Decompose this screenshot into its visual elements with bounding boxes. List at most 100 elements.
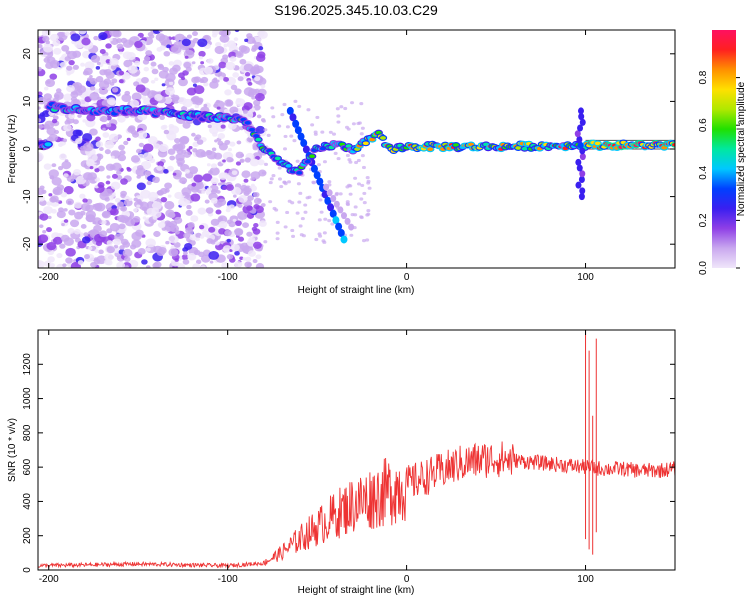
noise-blob (183, 251, 188, 256)
noise-blob (38, 260, 45, 268)
noise-blob (251, 95, 256, 100)
noise-blob (246, 262, 252, 267)
noise-blob (223, 43, 228, 48)
noise-blob (70, 33, 81, 42)
noise-blob (225, 184, 234, 191)
noise-blob (218, 217, 223, 221)
noise-blob (167, 148, 176, 155)
noise-blob (101, 210, 111, 219)
noise-blob (193, 174, 204, 183)
echo-blob (329, 209, 337, 218)
noise-blob (185, 209, 193, 216)
noise-blob (61, 45, 70, 52)
noise-blob (141, 95, 147, 100)
noise-blob (88, 246, 93, 251)
noise-blob (310, 123, 315, 127)
noise-blob (285, 210, 290, 215)
noise-blob (68, 209, 76, 216)
noise-blob (164, 201, 175, 210)
noise-blob (61, 223, 65, 227)
noise-blob (191, 182, 197, 187)
noise-blob (153, 143, 161, 150)
noise-blob (235, 51, 244, 58)
noise-blob (172, 172, 177, 176)
noise-blob (146, 180, 152, 186)
noise-blob (117, 265, 122, 268)
noise-blob (286, 180, 291, 184)
noise-blob (193, 85, 205, 95)
noise-blob (360, 126, 365, 130)
noise-blob (242, 257, 247, 261)
noise-blob (117, 115, 126, 123)
noise-blob (158, 143, 169, 153)
noise-blob (209, 166, 220, 176)
snr-xtick-label: 0 (404, 574, 410, 585)
noise-blob (60, 234, 70, 242)
noise-blob (113, 244, 119, 249)
noise-blob (108, 133, 119, 143)
noise-blob (143, 55, 151, 62)
noise-blob (327, 219, 332, 223)
signal-blob (672, 142, 675, 147)
noise-blob (226, 219, 232, 224)
noise-blob (226, 205, 232, 210)
noise-blob (61, 161, 72, 170)
noise-blob (160, 196, 168, 203)
noise-blob (119, 215, 130, 224)
noise-blob (118, 223, 126, 230)
noise-blob (79, 193, 86, 199)
noise-blob (168, 81, 174, 86)
noise-blob (303, 210, 308, 214)
noise-blob (186, 204, 192, 210)
noise-blob (90, 86, 96, 91)
echo-blob (344, 217, 351, 225)
echo-blob (340, 212, 347, 220)
noise-blob (92, 217, 102, 225)
noise-blob (351, 122, 356, 126)
noise-blob (156, 248, 166, 256)
noise-blob (188, 166, 199, 175)
noise-blob (197, 207, 207, 215)
noise-blob (318, 234, 323, 238)
noise-blob (90, 55, 101, 63)
noise-blob (247, 250, 256, 257)
echo-blob (348, 223, 355, 231)
signal-blob (594, 141, 601, 146)
noise-blob (169, 224, 180, 233)
noise-blob (109, 223, 120, 232)
noise-blob (43, 260, 52, 267)
noise-blob (178, 78, 188, 87)
noise-blob (62, 263, 67, 268)
noise-blob (151, 91, 156, 96)
noise-blob (237, 76, 244, 82)
noise-blob (192, 263, 201, 268)
noise-blob (251, 44, 259, 51)
noise-blob (152, 176, 160, 184)
noise-blob (223, 108, 230, 114)
noise-blob (187, 221, 195, 229)
noise-blob (165, 240, 170, 245)
noise-blob (142, 143, 154, 153)
noise-blob (138, 142, 145, 148)
noise-blob (106, 175, 111, 179)
noise-blob (134, 40, 143, 49)
noise-blob (174, 137, 181, 144)
noise-blob (158, 63, 164, 69)
echo-blob (333, 200, 340, 208)
noise-blob (108, 38, 113, 42)
disturbance-blob (576, 164, 583, 172)
noise-blob (46, 127, 56, 136)
noise-blob (218, 76, 224, 81)
noise-blob (59, 153, 67, 161)
noise-blob (260, 84, 266, 89)
noise-blob (116, 174, 123, 180)
noise-blob (56, 210, 66, 219)
noise-blob (274, 208, 279, 212)
noise-blob (195, 149, 206, 158)
noise-blob (58, 166, 64, 171)
echo-blob (292, 119, 300, 128)
noise-blob (227, 122, 237, 130)
noise-blob (206, 163, 211, 167)
noise-blob (136, 204, 141, 208)
noise-blob (359, 197, 364, 201)
